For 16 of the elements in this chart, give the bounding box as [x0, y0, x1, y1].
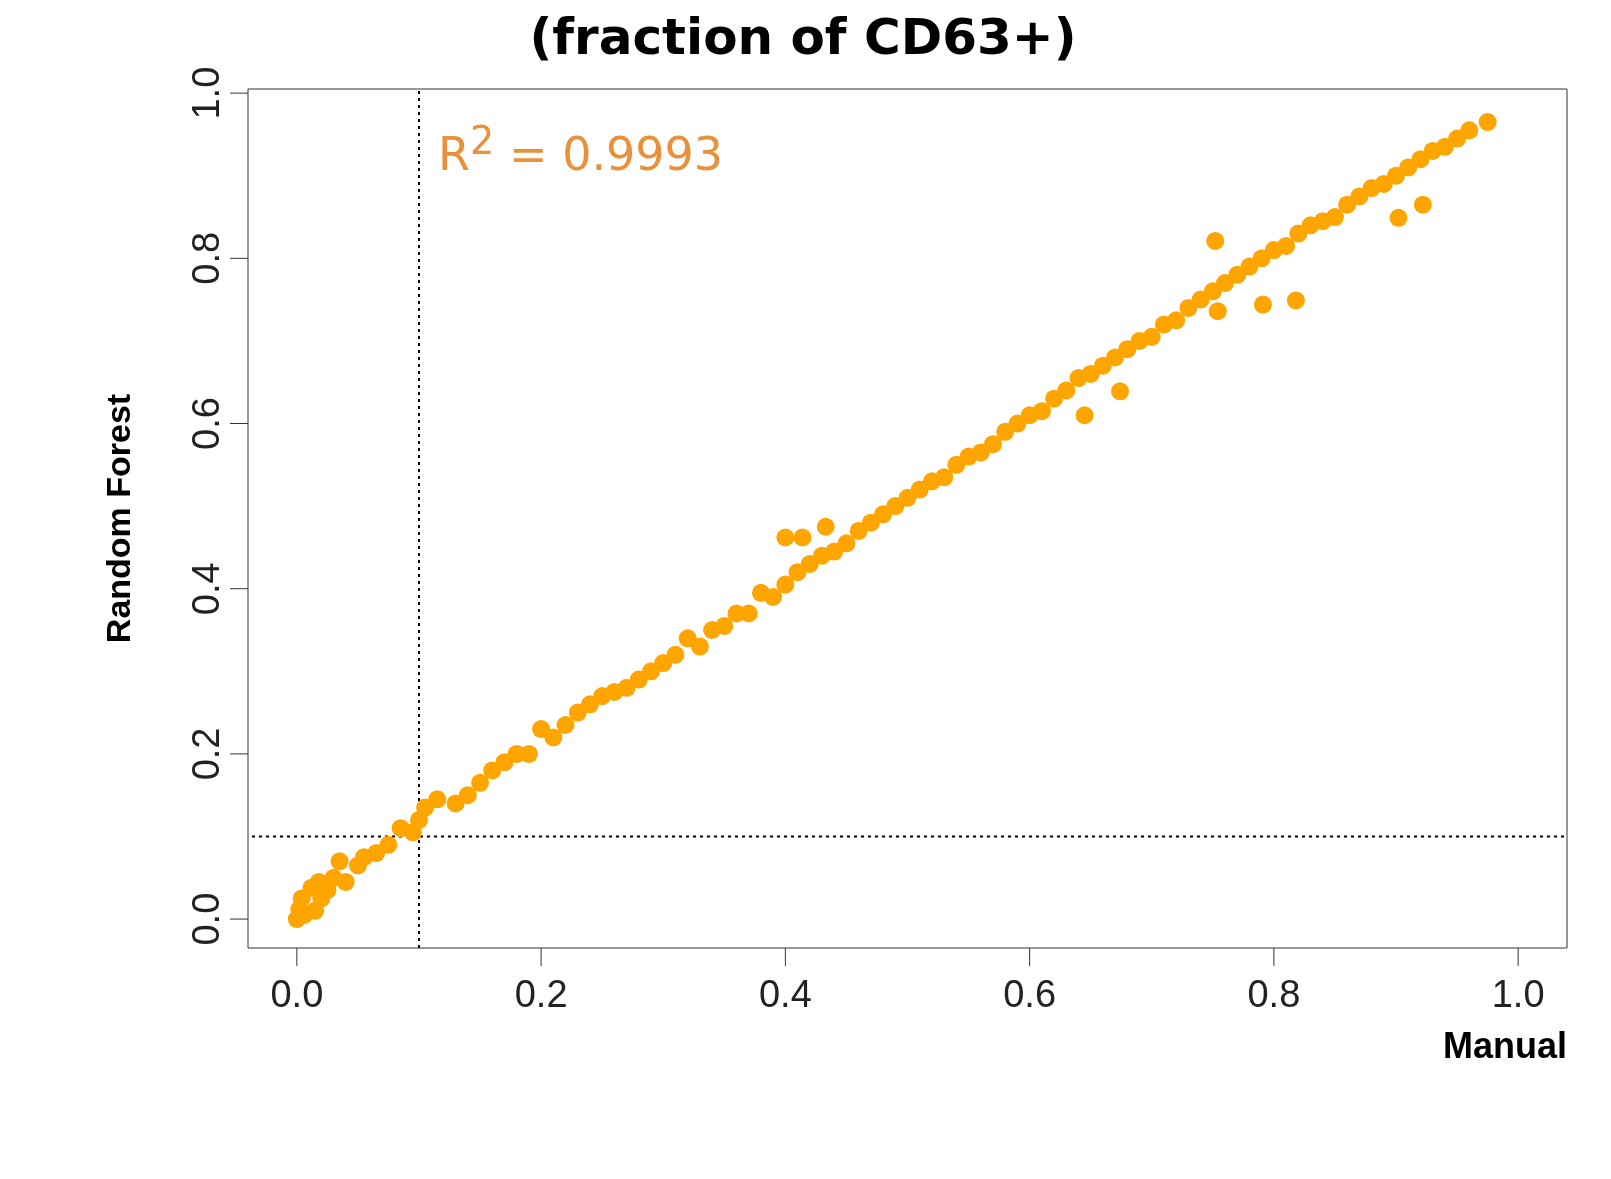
- y-tick-label: 0.8: [185, 231, 228, 285]
- y-tick-label: 0.2: [185, 727, 228, 781]
- annotation: R$^{2}$ = 0.9993: [438, 118, 724, 182]
- x-tick-label: 0.8: [1247, 972, 1301, 1015]
- y-axis-title: Random Forest: [99, 393, 138, 644]
- x-tick-label: 1.0: [1491, 972, 1545, 1015]
- y-tick-label: 0.0: [185, 892, 228, 946]
- y-tick-label: 1.0: [185, 66, 228, 120]
- x-axis-title: Manual: [1442, 1025, 1567, 1066]
- x-tick-label: 0.2: [514, 972, 568, 1015]
- chart-title: (fraction of CD63+): [528, 8, 1078, 66]
- x-tick-label: 0.4: [758, 972, 812, 1015]
- y-tick-label: 0.6: [185, 397, 228, 450]
- y-tick-label: 0.4: [185, 562, 228, 616]
- x-tick-label: 0.0: [270, 972, 324, 1015]
- x-tick-label: 0.6: [1003, 972, 1057, 1015]
